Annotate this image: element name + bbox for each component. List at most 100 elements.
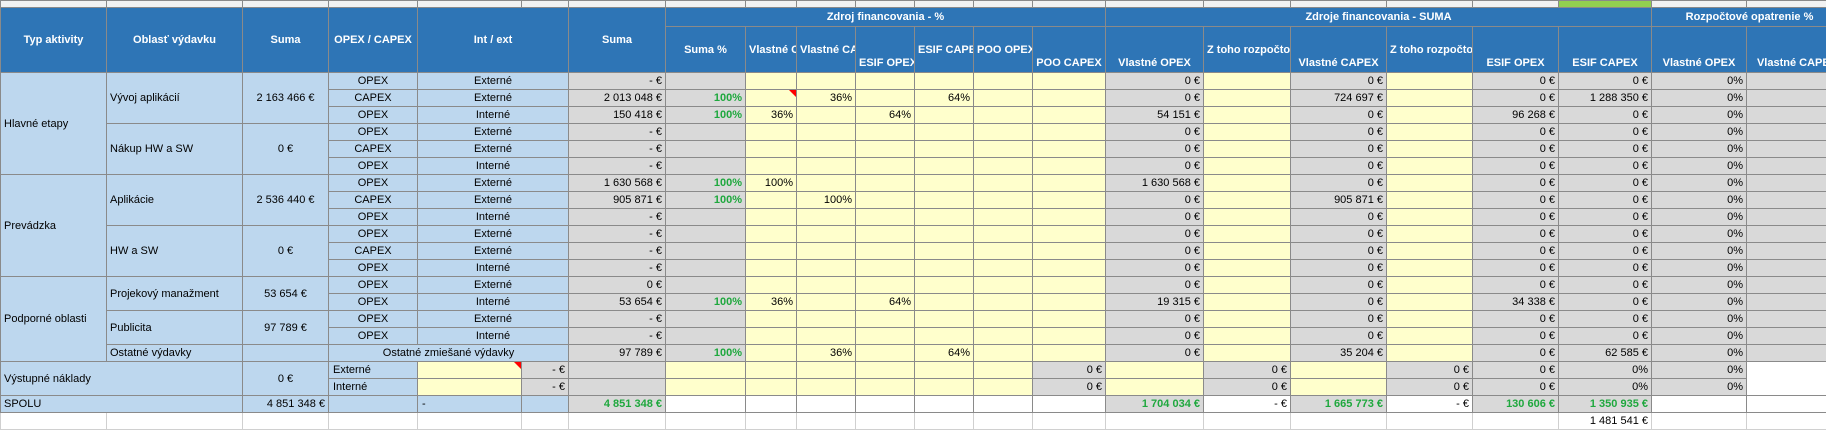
cell-rvo[interactable]: 0% — [1559, 379, 1652, 396]
suma-cell[interactable]: 0 € — [569, 277, 666, 294]
cell-seo[interactable]: 0 € — [1473, 243, 1559, 260]
opex-capex-cell[interactable]: OPEX — [329, 158, 418, 175]
cell-vo[interactable] — [746, 141, 797, 158]
cell-vo[interactable] — [746, 277, 797, 294]
cell-po[interactable] — [974, 226, 1033, 243]
cell-vc[interactable] — [797, 226, 856, 243]
area-name[interactable]: Publicita — [107, 311, 243, 345]
cell-seo[interactable]: 0 € — [1473, 90, 1559, 107]
cell-sz2[interactable] — [1387, 209, 1473, 226]
empty-cell[interactable] — [522, 413, 569, 430]
area-name[interactable]: HW a SW — [107, 226, 243, 277]
cell-vc[interactable] — [797, 124, 856, 141]
suma-cell[interactable]: - € — [569, 124, 666, 141]
cell-sz1[interactable] — [1204, 345, 1291, 362]
cell-eo[interactable] — [856, 192, 915, 209]
opex-capex-cell[interactable]: OPEX — [329, 124, 418, 141]
cell-seo[interactable]: 0 € — [1473, 226, 1559, 243]
cell-sz1[interactable] — [1204, 328, 1291, 345]
cell-vc[interactable] — [797, 107, 856, 124]
cell-svc[interactable]: 0 € — [1291, 243, 1387, 260]
cell-vo[interactable]: 36% — [746, 107, 797, 124]
cell-ec[interactable] — [915, 192, 974, 209]
total-suma[interactable]: 4 851 348 € — [243, 396, 329, 413]
cell-vc[interactable] — [797, 141, 856, 158]
cell-svc[interactable]: 0 € — [1291, 311, 1387, 328]
suma-cell[interactable]: 150 418 € — [569, 107, 666, 124]
cell-pc[interactable] — [974, 362, 1033, 379]
cell-eo[interactable]: 64% — [856, 107, 915, 124]
suma-cell[interactable]: - € — [569, 260, 666, 277]
cell-sz2[interactable] — [1387, 345, 1473, 362]
suma-cell[interactable]: - € — [569, 158, 666, 175]
cell-sz2[interactable] — [1387, 328, 1473, 345]
cell-rvc[interactable]: 0% — [1747, 158, 1826, 175]
cell-spct[interactable] — [666, 260, 746, 277]
cell-sec[interactable]: 0 € — [1559, 243, 1652, 260]
cell-svo[interactable]: 0 € — [1106, 311, 1204, 328]
cell-svc[interactable]: 0 € — [1291, 260, 1387, 277]
cell-svo[interactable]: 0 € — [1106, 158, 1204, 175]
cell-eo[interactable] — [856, 209, 915, 226]
int-ext-cell[interactable]: Interné — [329, 379, 418, 396]
cell-eo[interactable] — [856, 73, 915, 90]
group-label-podporne[interactable]: Podporné oblasti — [1, 277, 107, 362]
empty-cell[interactable] — [107, 413, 243, 430]
cell-eo[interactable] — [856, 328, 915, 345]
cell-svo[interactable]: 0 € — [1106, 141, 1204, 158]
cell-pc[interactable] — [1033, 260, 1106, 277]
area-name[interactable]: Ostatné výdavky — [107, 345, 243, 362]
cell-svc[interactable]: 0 € — [1291, 328, 1387, 345]
cell-vc[interactable] — [797, 209, 856, 226]
suma-cell[interactable]: - € — [569, 209, 666, 226]
cell-ec[interactable] — [915, 209, 974, 226]
cell-svc[interactable]: 905 871 € — [1291, 192, 1387, 209]
cell-pc[interactable] — [1033, 73, 1106, 90]
cell-pc[interactable] — [1033, 141, 1106, 158]
cell-rvc[interactable]: 0% — [1747, 192, 1826, 209]
cell-sec[interactable]: 0 € — [1559, 328, 1652, 345]
group-label-vystupne[interactable]: Výstupné náklady — [1, 362, 243, 396]
cell-svc[interactable]: 0 € — [1291, 294, 1387, 311]
cell-sec[interactable]: 1 288 350 € — [1559, 90, 1652, 107]
suma-cell[interactable]: - € — [569, 328, 666, 345]
total-cell-vo[interactable] — [746, 396, 797, 413]
cell-vc[interactable] — [797, 158, 856, 175]
cell-pc[interactable] — [1033, 209, 1106, 226]
cell-spct[interactable]: 100% — [666, 107, 746, 124]
suma-cell[interactable]: - € — [569, 73, 666, 90]
cell-spct[interactable] — [666, 141, 746, 158]
cell-vo[interactable] — [746, 311, 797, 328]
opex-capex-cell[interactable]: OPEX — [329, 260, 418, 277]
cell-eo[interactable] — [856, 260, 915, 277]
suma-cell[interactable]: - € — [522, 379, 569, 396]
cell-vc[interactable]: 36% — [797, 90, 856, 107]
cell-spct[interactable] — [666, 124, 746, 141]
int-ext-cell[interactable]: Interné — [418, 209, 569, 226]
cell-sz2[interactable] — [1387, 175, 1473, 192]
opex-capex-cell[interactable]: CAPEX — [329, 90, 418, 107]
cell-sec[interactable]: 0 € — [1559, 124, 1652, 141]
empty-cell[interactable] — [418, 413, 522, 430]
suma-cell[interactable]: 97 789 € — [569, 345, 666, 362]
cell-rvc[interactable]: 0% — [1747, 226, 1826, 243]
cell-sz2[interactable] — [1387, 260, 1473, 277]
cell-spct[interactable] — [569, 379, 666, 396]
cell-po[interactable] — [974, 192, 1033, 209]
cell-spct[interactable] — [666, 73, 746, 90]
cell-rvc[interactable]: 0% — [1747, 243, 1826, 260]
cell-svo[interactable]: 0 € — [1106, 226, 1204, 243]
cell-vo[interactable] — [746, 260, 797, 277]
cell-vc[interactable] — [797, 277, 856, 294]
cell-spct[interactable]: 100% — [666, 90, 746, 107]
empty-cell[interactable] — [1747, 413, 1826, 430]
cell-ec[interactable] — [915, 277, 974, 294]
cell-ec[interactable] — [915, 141, 974, 158]
cell-vc[interactable] — [797, 73, 856, 90]
cell-vo[interactable] — [746, 345, 797, 362]
cell-seo[interactable]: 0 € — [1473, 158, 1559, 175]
cell-po[interactable] — [974, 90, 1033, 107]
suma-cell[interactable]: - € — [569, 243, 666, 260]
cell-ec[interactable] — [915, 328, 974, 345]
empty-cell[interactable] — [1, 413, 107, 430]
